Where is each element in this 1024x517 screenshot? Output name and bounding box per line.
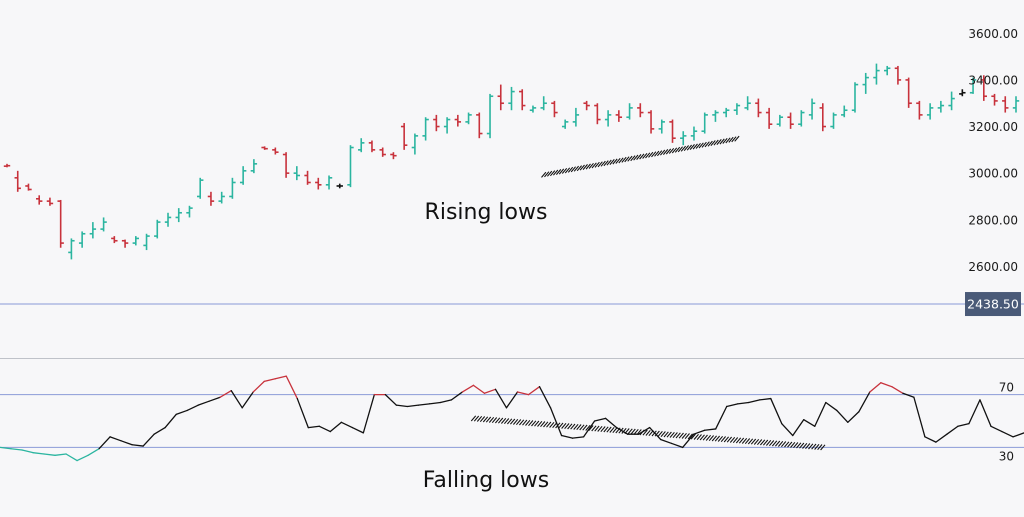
falling-lows-annotation: Falling lows — [423, 468, 549, 493]
rising-lows-annotation: Rising lows — [425, 200, 548, 225]
last-price-label: 2438.50 — [967, 297, 1019, 312]
price-tick-label: 3000.00 — [968, 167, 1018, 181]
price-tick-label: 2600.00 — [968, 260, 1018, 274]
price-tick-label: 3600.00 — [968, 27, 1018, 41]
rsi-tick-label: 70 — [999, 381, 1014, 395]
rsi-tick-label: 30 — [999, 449, 1014, 463]
price-tick-label: 3400.00 — [968, 73, 1018, 87]
price-tick-label: 2800.00 — [968, 213, 1018, 227]
price-tick-label: 3200.00 — [968, 120, 1018, 134]
